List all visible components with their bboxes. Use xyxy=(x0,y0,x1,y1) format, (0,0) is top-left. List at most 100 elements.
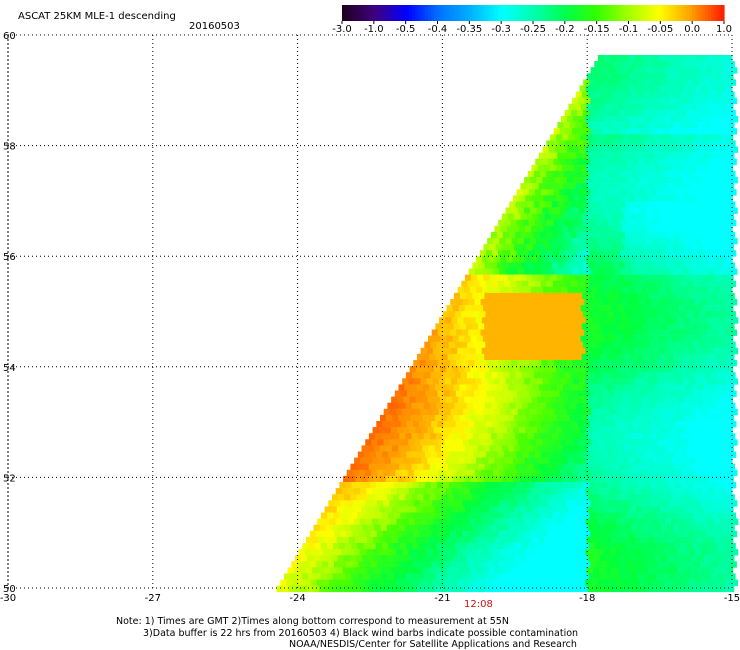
swath-pixel xyxy=(508,524,516,532)
swath-pixel xyxy=(582,201,589,208)
colorbar-segment xyxy=(386,5,391,21)
swath-pixel xyxy=(617,213,625,220)
swath-pixel xyxy=(673,262,681,269)
swath-pixel xyxy=(567,116,574,123)
swath-pixel xyxy=(627,268,634,275)
swath-pixel xyxy=(680,109,687,117)
swath-pixel xyxy=(580,164,587,172)
swath-pixel xyxy=(522,280,529,288)
swath-pixel xyxy=(527,524,534,532)
swath-pixel xyxy=(657,97,664,105)
swath-pixel xyxy=(715,73,722,80)
swath-pixel xyxy=(609,268,616,275)
swath-pixel xyxy=(589,451,596,458)
swath-pixel xyxy=(716,201,724,208)
swath-pixel xyxy=(436,341,443,349)
swath-pixel xyxy=(495,567,502,574)
swath-pixel xyxy=(596,561,603,568)
swath-pixel xyxy=(608,530,616,538)
swath-pixel xyxy=(629,73,636,80)
swath-pixel xyxy=(645,158,652,166)
swath-pixel xyxy=(634,518,641,525)
swath-pixel xyxy=(609,238,616,245)
swath-pixel xyxy=(687,482,694,489)
swath-pixel xyxy=(541,299,549,306)
colorbar-segment xyxy=(590,5,595,21)
swath-pixel xyxy=(614,421,621,428)
swath-pixel xyxy=(496,231,504,239)
swath-pixel xyxy=(613,341,620,349)
swath-pixel xyxy=(599,73,606,80)
colorbar-segment xyxy=(475,5,480,21)
swath-pixel xyxy=(602,390,609,397)
swath-pixel xyxy=(487,238,494,245)
swath-pixel xyxy=(393,494,400,501)
swath-pixel xyxy=(634,457,642,464)
swath-pixel xyxy=(363,512,370,519)
swath-pixel xyxy=(439,549,446,556)
swath-pixel xyxy=(704,231,711,239)
swath-pixel xyxy=(633,408,641,416)
swath-pixel xyxy=(499,500,506,507)
swath-pixel xyxy=(637,231,644,239)
swath-pixel xyxy=(373,506,380,513)
swath-pixel xyxy=(600,201,608,208)
swath-pixel xyxy=(468,561,475,568)
swath-pixel xyxy=(534,512,541,519)
swath-pixel xyxy=(432,378,440,385)
swath-pixel xyxy=(415,427,422,434)
swath-pixel xyxy=(479,372,486,379)
swath-pixel xyxy=(508,414,515,422)
swath-pixel xyxy=(528,512,535,519)
swath-pixel xyxy=(695,518,702,525)
swath-pixel xyxy=(659,256,666,263)
swath-pixel xyxy=(660,585,668,593)
swath-pixel xyxy=(469,488,477,495)
lat-lon-grid xyxy=(7,34,733,589)
swath-pixel xyxy=(548,439,555,446)
swath-pixel xyxy=(368,463,376,471)
swath-pixel xyxy=(625,170,632,178)
swath-pixel xyxy=(636,152,643,159)
swath-pixel xyxy=(464,536,472,544)
swath-pixel xyxy=(718,189,725,196)
swath-pixel xyxy=(399,573,407,580)
swath-pixel xyxy=(441,323,448,330)
swath-pixel xyxy=(524,518,531,525)
swath-pixel xyxy=(678,73,685,80)
swath-pixel xyxy=(700,469,707,477)
swath-pixel xyxy=(459,414,466,422)
swath-pixel xyxy=(302,543,309,550)
swath-pixel xyxy=(721,152,729,159)
swath-pixel xyxy=(606,262,613,269)
swath-pixel xyxy=(555,286,562,294)
swath-pixel xyxy=(681,158,688,166)
swath-pixel xyxy=(703,183,710,190)
swath-pixel xyxy=(544,445,551,452)
latitude-label: 52 xyxy=(3,473,16,484)
swath-pixel xyxy=(557,555,564,562)
swath-pixel xyxy=(657,561,664,568)
swath-pixel xyxy=(645,238,653,245)
swath-pixel xyxy=(330,536,337,544)
swath-pixel xyxy=(721,305,728,312)
swath-pixel xyxy=(520,524,528,532)
swath-pixel xyxy=(618,323,625,330)
swath-pixel xyxy=(569,152,576,159)
swath-pixel xyxy=(537,567,545,574)
swath-pixel xyxy=(619,341,626,349)
swath-pixel xyxy=(729,482,737,489)
swath-pixel xyxy=(418,451,426,458)
swath-pixel xyxy=(658,238,665,245)
swath-pixel xyxy=(679,555,686,562)
swath-pixel xyxy=(604,134,612,141)
swath-pixel xyxy=(357,451,365,458)
swath-pixel xyxy=(615,408,622,416)
swath-pixel xyxy=(664,207,671,214)
swath-pixel xyxy=(390,488,397,495)
swath-pixel xyxy=(623,536,630,544)
swath-pixel xyxy=(548,238,555,245)
swath-pixel xyxy=(560,378,568,385)
swath-pixel xyxy=(671,488,678,495)
swath-pixel xyxy=(646,457,654,464)
